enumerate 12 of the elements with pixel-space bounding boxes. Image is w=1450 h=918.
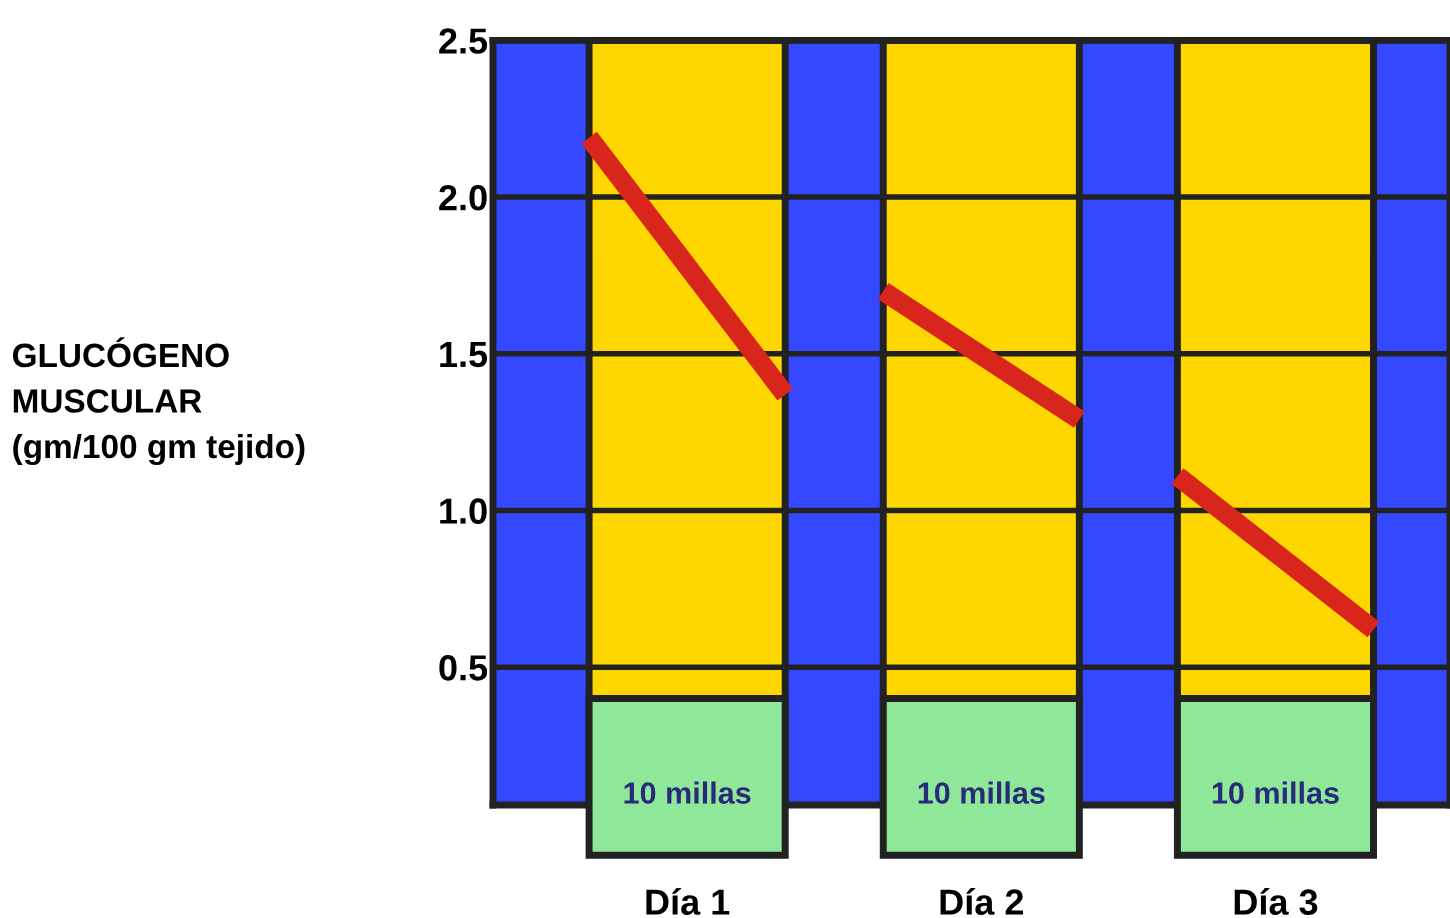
annotation: 10 millas <box>918 781 1045 804</box>
y-axis-title: GLUCÓGENO MUSCULAR (gm/100 gm tejido) <box>12 337 305 466</box>
y-tick-label: 0.5 <box>439 655 488 681</box>
y-tick-label: 2.0 <box>439 184 487 211</box>
y-tick-label: 2.5 <box>439 28 488 54</box>
x-tick-label: Día 1 <box>646 888 730 915</box>
annotation: 10 millas <box>1212 781 1339 804</box>
annotation: 10 millas <box>624 781 751 804</box>
y-tick-label: 1.0 <box>440 498 487 524</box>
y-tick-label: 1.5 <box>440 342 488 368</box>
x-tick-label: Día 2 <box>940 888 1024 915</box>
x-tick-label: Día 3 <box>1234 888 1318 915</box>
